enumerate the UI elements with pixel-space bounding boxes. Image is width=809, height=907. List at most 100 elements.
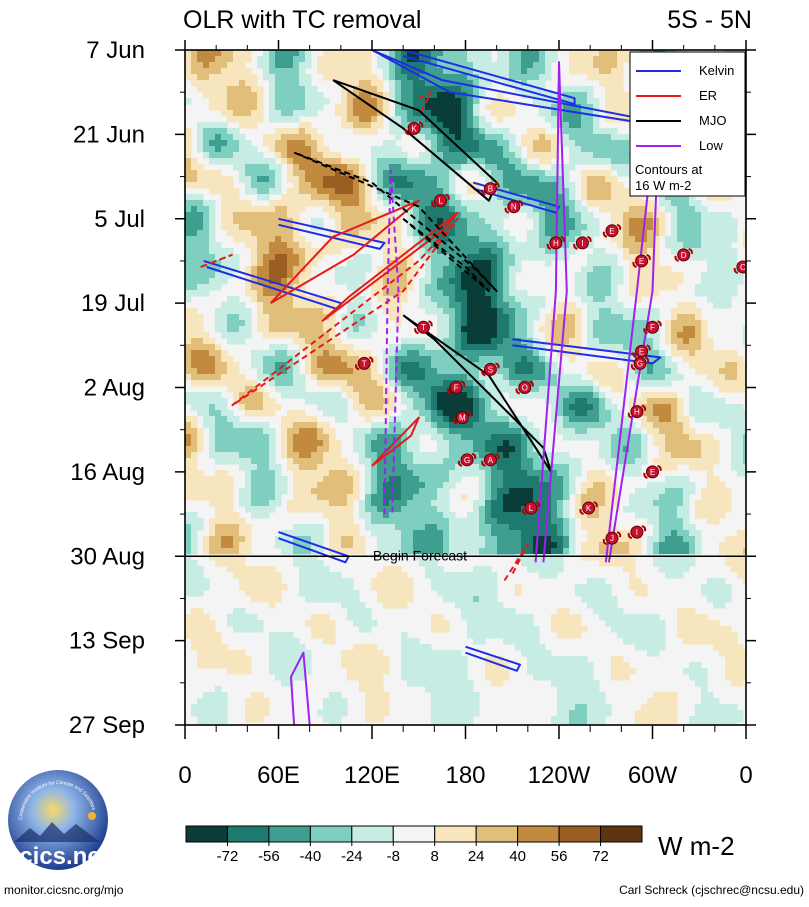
heat-cell — [455, 374, 462, 381]
heat-cell — [473, 146, 480, 153]
heat-cell — [221, 422, 228, 429]
heat-cell — [701, 404, 708, 411]
heat-cell — [455, 158, 462, 165]
heat-cell — [431, 458, 438, 465]
heat-cell — [281, 320, 288, 327]
heat-cell — [257, 56, 264, 63]
heat-cell — [425, 140, 432, 147]
heat-cell — [209, 140, 216, 147]
heat-cell — [335, 278, 342, 285]
heat-cell — [365, 266, 372, 273]
heat-cell — [191, 230, 198, 237]
heat-cell — [551, 50, 558, 57]
heat-cell — [575, 152, 582, 159]
heat-cell — [515, 374, 522, 381]
heat-cell — [539, 194, 546, 201]
heat-cell — [713, 194, 720, 201]
heat-cell — [305, 62, 312, 69]
heat-cell — [707, 362, 714, 369]
heat-cell — [521, 134, 528, 141]
heat-cell — [395, 434, 402, 441]
heat-cell — [593, 122, 600, 129]
heat-cell — [335, 404, 342, 411]
heat-cell — [605, 434, 612, 441]
heat-cell — [341, 74, 348, 81]
heat-cell — [593, 296, 600, 303]
heat-cell — [431, 338, 438, 345]
heat-cell — [743, 242, 746, 249]
heat-cell — [413, 224, 420, 231]
heat-cell — [323, 338, 330, 345]
heat-cell — [707, 296, 714, 303]
heat-cell — [395, 158, 402, 165]
heat-cell — [575, 326, 582, 333]
heat-cell — [329, 410, 336, 417]
heat-cell — [191, 224, 198, 231]
heat-cell — [515, 422, 522, 429]
heat-cell — [209, 404, 216, 411]
heat-cell — [605, 188, 612, 195]
heat-cell — [635, 206, 642, 213]
heat-cell — [269, 248, 276, 255]
heat-cell — [539, 392, 546, 399]
heat-cell — [671, 410, 678, 417]
heat-cell — [437, 188, 444, 195]
heat-cell — [227, 80, 234, 87]
heat-cell — [269, 74, 276, 81]
heat-cell — [251, 188, 258, 195]
heat-cell — [191, 290, 198, 297]
heat-cell — [449, 320, 456, 327]
heat-cell — [557, 212, 564, 219]
heat-cell — [287, 332, 294, 339]
heat-cell — [269, 302, 276, 309]
heat-cell — [227, 128, 234, 135]
heat-cell — [233, 152, 240, 159]
heat-cell — [227, 176, 234, 183]
heat-cell — [635, 440, 642, 447]
heat-cell — [605, 452, 612, 459]
heat-cell — [263, 242, 270, 249]
heat-cell — [641, 332, 648, 339]
heat-cell — [329, 320, 336, 327]
heat-cell — [695, 344, 702, 351]
heat-cell — [437, 176, 444, 183]
heat-cell — [407, 218, 414, 225]
heat-cell — [599, 362, 606, 369]
heat-cell — [215, 356, 222, 363]
heat-cell — [281, 260, 288, 267]
heat-cell — [425, 218, 432, 225]
heat-cell — [653, 440, 660, 447]
heat-cell — [473, 86, 480, 93]
heat-cell — [683, 434, 690, 441]
heat-cell — [599, 344, 606, 351]
heat-cell — [371, 86, 378, 93]
heat-cell — [341, 236, 348, 243]
heat-cell — [257, 452, 264, 459]
heat-cell — [695, 308, 702, 315]
heat-cell — [605, 68, 612, 75]
heat-cell — [515, 68, 522, 75]
heat-cell — [539, 128, 546, 135]
heat-cell — [317, 134, 324, 141]
heat-cell — [569, 308, 576, 315]
heat-cell — [221, 152, 228, 159]
heat-cell — [467, 446, 474, 453]
heat-cell — [719, 224, 726, 231]
heat-cell — [305, 320, 312, 327]
heat-cell — [479, 380, 486, 387]
heat-cell — [587, 230, 594, 237]
heat-cell — [551, 152, 558, 159]
heat-cell — [437, 158, 444, 165]
heat-cell — [365, 434, 372, 441]
heat-cell — [533, 296, 540, 303]
heat-cell — [485, 296, 492, 303]
heat-cell — [353, 230, 360, 237]
heat-cell — [305, 326, 312, 333]
heat-cell — [317, 104, 324, 111]
heat-cell — [695, 224, 702, 231]
heat-cell — [239, 302, 246, 309]
heat-cell — [467, 416, 474, 423]
heat-cell — [191, 164, 198, 171]
heat-cell — [545, 368, 552, 375]
heat-cell — [443, 314, 450, 321]
